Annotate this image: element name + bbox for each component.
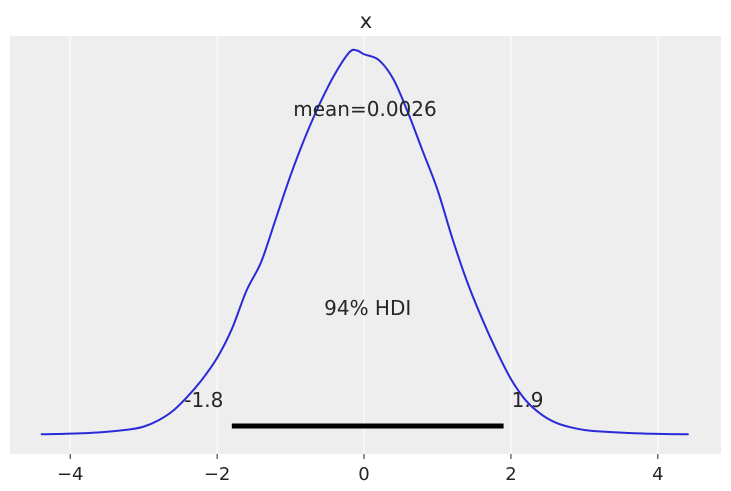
hdi-label: 94% HDI: [324, 296, 411, 320]
x-tick-label: 4: [652, 464, 663, 485]
hdi-low-label: -1.8: [184, 388, 223, 412]
grid-lines: [69, 36, 659, 454]
density-curve: [40, 48, 689, 436]
x-tick-label: −4: [57, 464, 84, 485]
x-tick-label: −2: [204, 464, 231, 485]
x-tick-label: 0: [358, 464, 369, 485]
x-axis-ticks: −4 −2 0 2 4: [57, 454, 664, 485]
x-tick-label: 2: [505, 464, 516, 485]
chart-title: x: [360, 9, 372, 33]
hdi-high-label: 1.9: [512, 388, 544, 412]
mean-label: mean=0.0026: [293, 97, 436, 121]
plot-background: [10, 36, 721, 454]
